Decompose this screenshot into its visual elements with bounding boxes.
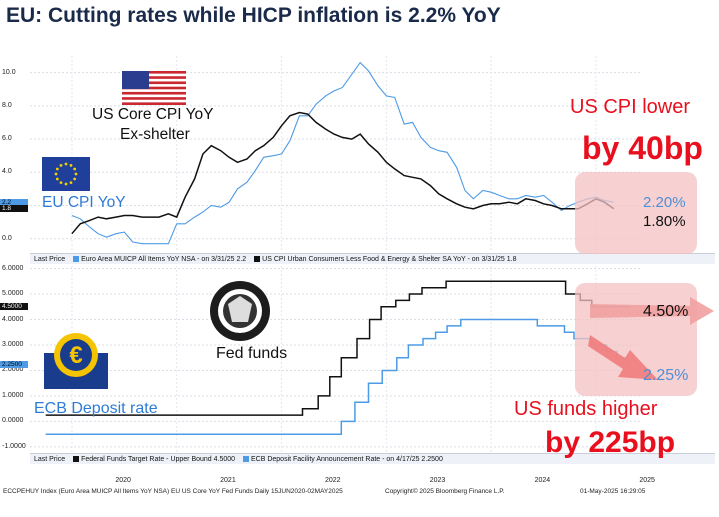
- us-funds-higher-label: US funds higher: [514, 398, 658, 420]
- us-core-cpi-label: US Core CPI YoY: [92, 106, 214, 123]
- y-tick-label: 4.0000: [2, 315, 24, 323]
- legend-last-price-label-2: Last Price: [34, 456, 66, 463]
- by-40bp-label: by 40bp: [582, 130, 703, 166]
- us-cpi-lower-label: US CPI lower: [570, 96, 691, 118]
- y-tick-label: 8.0: [2, 101, 12, 109]
- x-tick-label: 2024: [534, 477, 551, 484]
- x-tick-label: 2025: [639, 477, 655, 484]
- series-line-euro-area-muicp-all-items-yoy-nsa: [71, 61, 614, 245]
- legend-eu-text: Euro Area MUICP All Items YoY NSA - on 3…: [81, 256, 247, 263]
- legend-eu-swatch: [73, 256, 80, 263]
- footer-timestamp: 01-May-2025 16:29:05: [580, 488, 646, 495]
- page-title: EU: Cutting rates while HICP inflation i…: [6, 4, 501, 27]
- inflation-legend: Last Price Euro Area MUICP All Items YoY…: [30, 253, 715, 264]
- x-tick-label: 2022: [324, 477, 341, 484]
- last-price-marker: 1.8: [0, 205, 28, 213]
- rates-legend: Last Price Federal Funds Target Rate - U…: [30, 453, 715, 464]
- us-cpi-value: 1.80%: [643, 213, 686, 230]
- y-tick-label: 0.0000: [2, 417, 24, 425]
- rates-chart: [30, 266, 640, 452]
- legend-fed-swatch: [73, 456, 80, 463]
- fed-value: 4.50%: [643, 303, 689, 320]
- fed-funds-label: Fed funds: [216, 345, 288, 362]
- y-tick-label: -1.0000: [2, 442, 26, 450]
- x-tick-label: 2023: [429, 477, 446, 484]
- last-price-marker: 4.5000: [0, 303, 28, 311]
- y-tick-label: 6.0000: [2, 264, 24, 272]
- x-tick-label: 2021: [220, 477, 236, 484]
- y-tick-label: 5.0000: [2, 290, 24, 298]
- ecb-deposit-label: ECB Deposit rate: [34, 400, 158, 417]
- legend-ecb-text: ECB Deposit Facility Announcement Rate -…: [251, 456, 443, 463]
- y-tick-label: 2.0000: [2, 366, 24, 374]
- series-line-federal-funds-target-rate-upper-bound: [45, 280, 631, 416]
- legend-last-price-label: Last Price: [34, 256, 66, 263]
- footer-copyright: Copyright© 2025 Bloomberg Finance L.P.: [385, 488, 505, 495]
- y-tick-label: 4.0: [2, 168, 12, 176]
- ecb-value: 2.25%: [643, 367, 689, 384]
- x-tick-label: 2020: [115, 477, 131, 484]
- by-225bp-label: by 225bp: [545, 426, 676, 459]
- legend-us-text: US CPI Urban Consumers Less Food & Energ…: [262, 256, 517, 263]
- eu-cpi-label: EU CPI YoY: [42, 194, 126, 211]
- y-tick-label: 6.0: [2, 135, 12, 143]
- inflation-chart: [30, 56, 640, 252]
- last-price-marker: 2.2500: [0, 360, 28, 368]
- ex-shelter-label: Ex-shelter: [120, 126, 190, 143]
- y-tick-label: 10.0: [2, 68, 16, 76]
- series-line-us-cpi-urban-consumers-less-food-energy-shelter-sa-yoy: [71, 111, 615, 235]
- y-tick-label: 0.0: [2, 234, 12, 242]
- eu-cpi-value: 2.20%: [643, 194, 686, 211]
- last-price-marker: 2.2: [0, 198, 28, 206]
- legend-us-swatch: [254, 256, 261, 263]
- y-tick-label: 1.0000: [2, 391, 24, 399]
- y-tick-label: 3.0000: [2, 340, 24, 348]
- legend-ecb-swatch: [243, 456, 249, 463]
- legend-fed-text: Federal Funds Target Rate - Upper Bound …: [81, 456, 236, 463]
- footer-source: ECCPEHUY Index (Euro Area MUICP All Item…: [3, 488, 343, 495]
